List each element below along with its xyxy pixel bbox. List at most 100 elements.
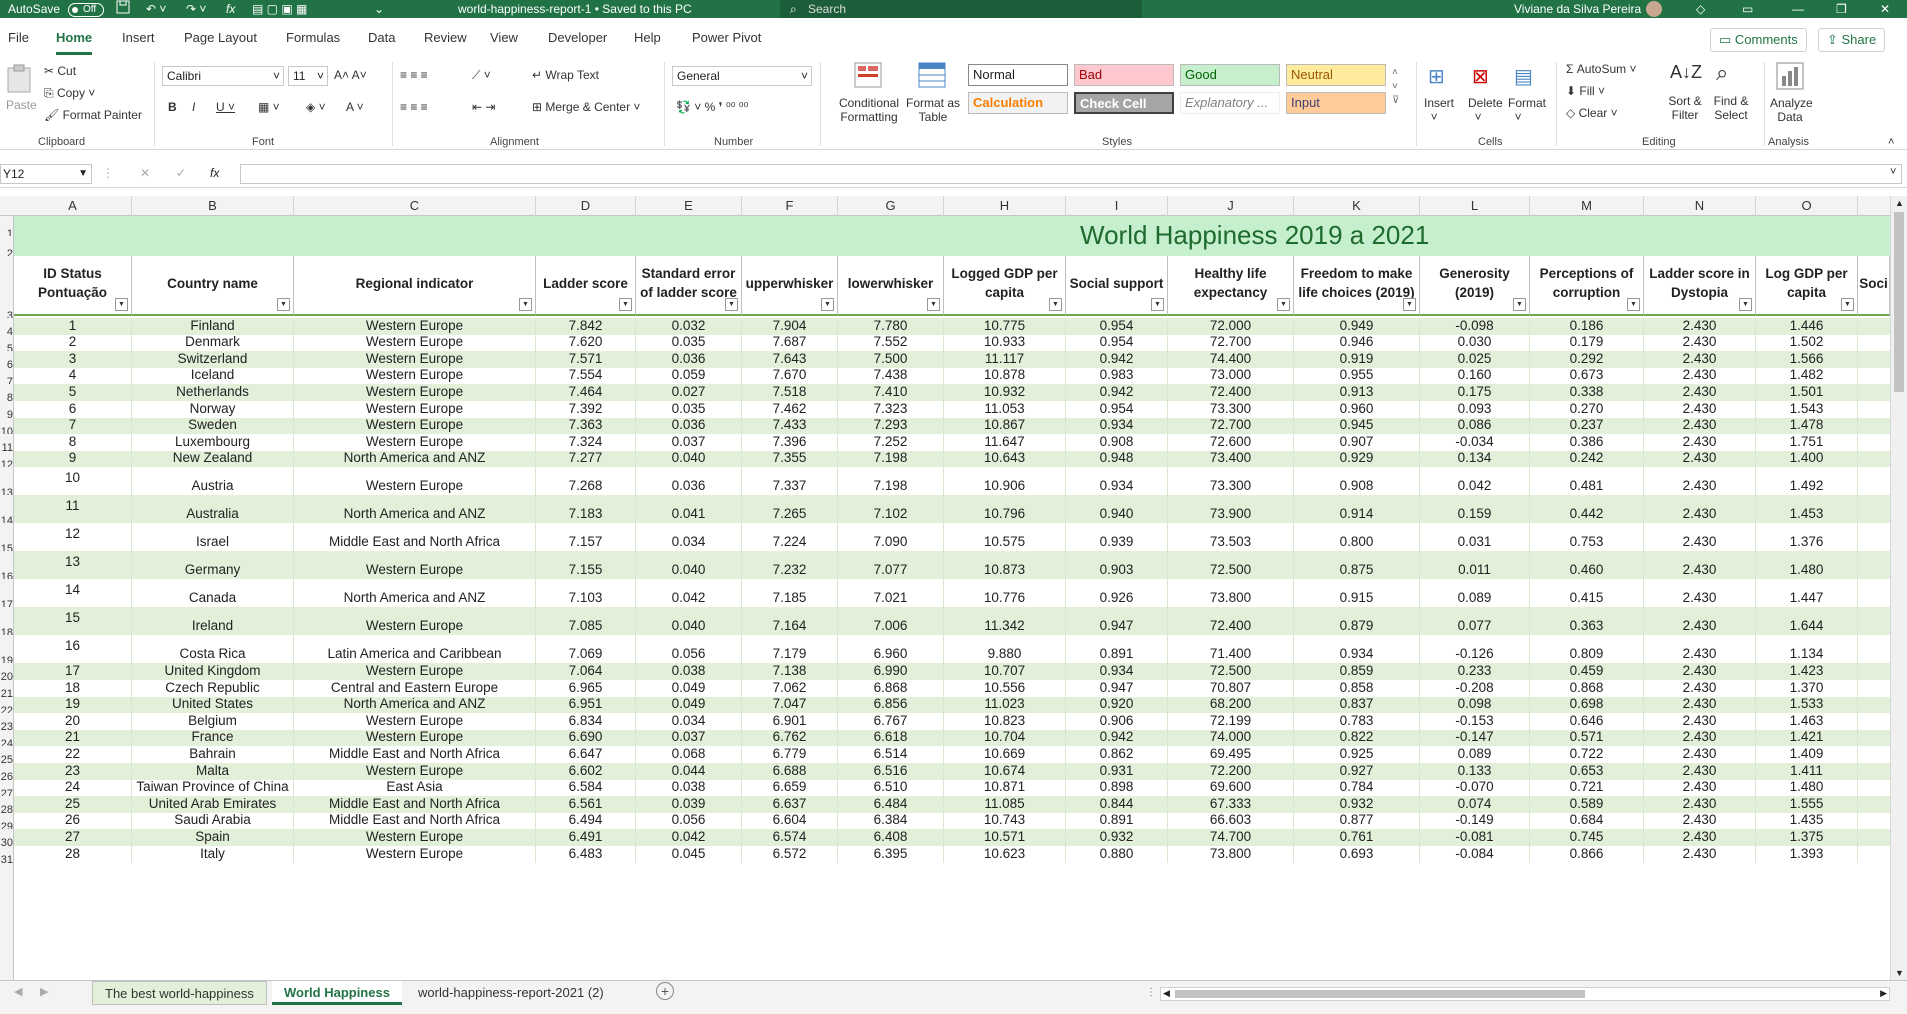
table-cell[interactable]: 7.363 <box>536 417 636 435</box>
column-header-n[interactable]: N <box>1644 196 1756 216</box>
table-cell[interactable]: 7.464 <box>536 384 636 401</box>
menu-developer[interactable]: Developer <box>548 30 608 45</box>
table-cell[interactable]: 7.077 <box>838 551 944 580</box>
menu-file[interactable]: File <box>8 30 29 45</box>
table-cell[interactable]: 1.533 <box>1756 696 1858 714</box>
filter-dropdown-icon[interactable]: ▼ <box>1403 298 1416 311</box>
table-cell[interactable]: 6.965 <box>536 680 636 697</box>
table-cell[interactable]: Middle East and North Africa <box>294 796 536 813</box>
table-cell[interactable]: 6.514 <box>838 746 944 763</box>
table-cell[interactable]: 13 <box>14 551 132 580</box>
table-cell[interactable]: 6.484 <box>838 796 944 813</box>
table-cell[interactable]: 1.492 <box>1756 467 1858 496</box>
insert-function-icon[interactable]: fx <box>210 166 220 180</box>
table-cell[interactable]: 0.915 <box>1294 579 1420 608</box>
column-header-l[interactable]: L <box>1420 196 1530 216</box>
autosave-toggle[interactable]: Off <box>68 0 104 18</box>
redo-icon[interactable]: ↷ ˅ <box>186 2 207 16</box>
table-cell[interactable]: 0.693 <box>1294 846 1420 863</box>
table-cell[interactable]: 9 <box>14 450 132 468</box>
diamond-icon[interactable]: ◇ <box>1696 2 1706 16</box>
table-cell[interactable]: 7.620 <box>536 334 636 352</box>
filter-dropdown-icon[interactable]: ▼ <box>1841 298 1854 311</box>
filter-dropdown-icon[interactable]: ▼ <box>619 298 632 311</box>
table-cell[interactable]: 1.393 <box>1756 846 1858 863</box>
table-cell[interactable]: Central and Eastern Europe <box>294 680 536 697</box>
sheet-tab-best[interactable]: The best world-happiness <box>92 981 267 1005</box>
table-cell[interactable]: 2.430 <box>1644 779 1756 797</box>
menu-help[interactable]: Help <box>634 30 661 45</box>
enter-icon[interactable]: ✓ <box>176 166 187 180</box>
table-cell[interactable]: 2.430 <box>1644 523 1756 552</box>
table-cell[interactable]: 16 <box>14 635 132 664</box>
table-cell[interactable]: 70.807 <box>1168 680 1294 697</box>
table-cell[interactable]: 7.232 <box>742 551 838 580</box>
table-cell[interactable]: 11.342 <box>944 607 1066 636</box>
table-cell[interactable]: -0.208 <box>1420 680 1530 697</box>
table-cell[interactable]: 7.552 <box>838 334 944 352</box>
table-cell[interactable]: 0.034 <box>636 523 742 552</box>
table-cell[interactable]: 0.875 <box>1294 551 1420 580</box>
table-row[interactable]: 17 United Kingdom Western Europe 7.064 0.038… <box>14 663 1890 680</box>
table-cell[interactable]: 10.674 <box>944 763 1066 780</box>
table-cell[interactable]: 18 <box>14 680 132 697</box>
table-cell[interactable]: 0.954 <box>1066 318 1168 335</box>
table-cell[interactable]: 74.000 <box>1168 729 1294 747</box>
table-cell[interactable]: 0.442 <box>1530 495 1644 524</box>
table-cell[interactable]: 2.430 <box>1644 746 1756 763</box>
table-cell[interactable]: 10.775 <box>944 318 1066 335</box>
table-cell[interactable]: Costa Rica <box>132 635 294 664</box>
scroll-up-icon[interactable]: ▲ <box>1895 198 1904 208</box>
table-cell[interactable]: 10.575 <box>944 523 1066 552</box>
bold-icon[interactable]: B <box>168 100 177 114</box>
table-cell[interactable]: 0.027 <box>636 384 742 401</box>
column-header-h[interactable]: H <box>944 196 1066 216</box>
table-cell[interactable]: 0.932 <box>1066 829 1168 846</box>
table-cell[interactable]: Western Europe <box>294 384 536 401</box>
table-cell[interactable]: 5 <box>14 384 132 401</box>
table-cell[interactable]: 0.955 <box>1294 367 1420 385</box>
sort-filter-icon[interactable]: A↓Z <box>1670 62 1703 82</box>
table-cell[interactable]: 0.859 <box>1294 663 1420 680</box>
table-cell[interactable]: 6 <box>14 401 132 418</box>
table-cell[interactable]: 6.834 <box>536 713 636 730</box>
table-cell[interactable]: 0.948 <box>1066 450 1168 468</box>
column-header-e[interactable]: E <box>636 196 742 216</box>
table-row[interactable]: 15 Ireland Western Europe 7.085 0.040 7.164 7.… <box>14 607 1890 636</box>
table-cell[interactable]: 0.891 <box>1066 635 1168 664</box>
table-cell[interactable]: Western Europe <box>294 763 536 780</box>
font-color-icon[interactable]: A ˅ <box>346 100 364 114</box>
table-cell[interactable]: 0.133 <box>1420 763 1530 780</box>
table-cell[interactable]: 2 <box>14 334 132 352</box>
table-cell[interactable]: 2.430 <box>1644 680 1756 697</box>
table-cell[interactable]: 0.036 <box>636 417 742 435</box>
table-cell[interactable]: 0.160 <box>1420 367 1530 385</box>
table-cell[interactable]: 7.687 <box>742 334 838 352</box>
table-cell[interactable]: 0.460 <box>1530 551 1644 580</box>
table-row[interactable]: 22 Bahrain Middle East and North Africa 6.6… <box>14 746 1890 763</box>
table-cell[interactable]: 7.064 <box>536 663 636 680</box>
paste-icon[interactable] <box>6 64 32 94</box>
table-cell[interactable]: 66.603 <box>1168 812 1294 830</box>
table-row[interactable]: 6 Norway Western Europe 7.392 0.035 7.462 7.32… <box>14 401 1890 418</box>
table-cell[interactable]: 0.684 <box>1530 812 1644 830</box>
table-cell[interactable]: 0.653 <box>1530 763 1644 780</box>
table-cell[interactable]: 0.233 <box>1420 663 1530 680</box>
table-cell[interactable]: United States <box>132 696 294 714</box>
column-header-b[interactable]: B <box>132 196 294 216</box>
table-row[interactable]: 12 Israel Middle East and North Africa 7.15… <box>14 523 1890 552</box>
table-cell[interactable]: 0.077 <box>1420 607 1530 636</box>
scroll-left-icon[interactable]: ◀ <box>1163 988 1170 998</box>
formula-input[interactable] <box>240 164 1902 184</box>
row-header[interactable]: 28 <box>0 804 13 813</box>
table-cell[interactable]: 2.430 <box>1644 401 1756 418</box>
row-header[interactable]: 20 <box>0 671 13 680</box>
column-header-c[interactable]: C <box>294 196 536 216</box>
table-cell[interactable]: 7.410 <box>838 384 944 401</box>
font-size-select[interactable]: 11 ˅ <box>288 66 328 86</box>
table-cell[interactable]: 0.934 <box>1066 663 1168 680</box>
table-cell[interactable]: 26 <box>14 812 132 830</box>
table-cell[interactable]: 10.669 <box>944 746 1066 763</box>
table-cell[interactable]: North America and ANZ <box>294 579 536 608</box>
table-cell[interactable]: Luxembourg <box>132 434 294 451</box>
